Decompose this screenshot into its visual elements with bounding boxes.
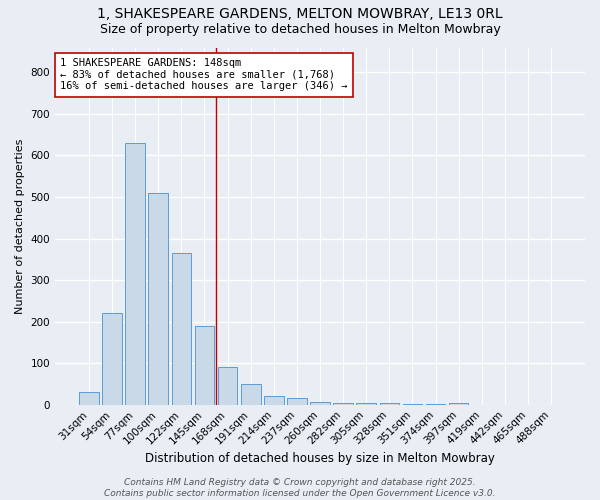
Text: Contains HM Land Registry data © Crown copyright and database right 2025.
Contai: Contains HM Land Registry data © Crown c… [104, 478, 496, 498]
Bar [148, 193, 168, 404]
Bar [287, 398, 307, 404]
Text: 1, SHAKESPEARE GARDENS, MELTON MOWBRAY, LE13 0RL: 1, SHAKESPEARE GARDENS, MELTON MOWBRAY, … [97, 8, 503, 22]
Bar [194, 326, 214, 404]
Text: 1 SHAKESPEARE GARDENS: 148sqm
← 83% of detached houses are smaller (1,768)
16% o: 1 SHAKESPEARE GARDENS: 148sqm ← 83% of d… [61, 58, 348, 92]
Bar [218, 368, 238, 405]
Bar [102, 312, 122, 404]
Bar [264, 396, 284, 404]
Text: Size of property relative to detached houses in Melton Mowbray: Size of property relative to detached ho… [100, 22, 500, 36]
Bar [125, 143, 145, 405]
X-axis label: Distribution of detached houses by size in Melton Mowbray: Distribution of detached houses by size … [145, 452, 495, 465]
Y-axis label: Number of detached properties: Number of detached properties [15, 138, 25, 314]
Bar [79, 392, 99, 404]
Bar [310, 402, 330, 404]
Bar [241, 384, 260, 404]
Bar [172, 253, 191, 404]
